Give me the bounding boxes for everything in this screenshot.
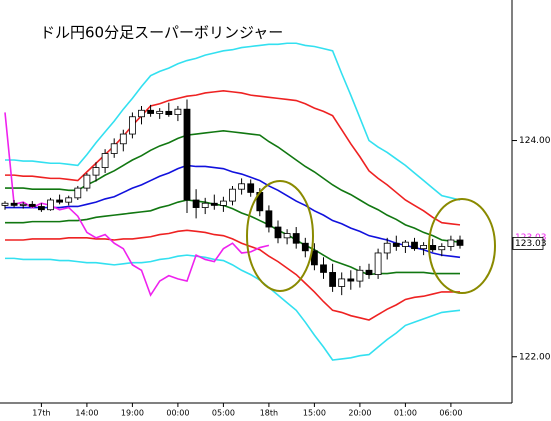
candle-body (438, 246, 446, 251)
candle-body (147, 109, 155, 114)
candle-body (265, 210, 273, 228)
candle-body (347, 278, 355, 282)
band-line (5, 42, 461, 201)
candle-body (47, 199, 54, 211)
x-tick-label: 18th (260, 409, 278, 418)
candle-body (110, 143, 118, 154)
candle-body (128, 116, 136, 135)
candle-body (56, 199, 63, 203)
band-line (5, 254, 461, 361)
candle-body (356, 269, 364, 282)
candle-body (156, 110, 164, 114)
candle-body (247, 183, 255, 193)
candle-body (92, 167, 100, 176)
candle-body (365, 269, 373, 275)
candle-body (28, 203, 36, 207)
candle-body (165, 110, 173, 115)
candle-body (101, 153, 109, 168)
x-tick-label: 00:00 (166, 409, 189, 418)
candle-body (192, 199, 200, 208)
candle-body (420, 245, 428, 250)
candle-body (283, 233, 291, 239)
x-tick-label: 15:00 (303, 409, 326, 418)
y-tick-label: 124.00 (519, 136, 551, 146)
x-tick-label: 19:00 (121, 409, 144, 418)
x-tick-label: 20:00 (348, 409, 371, 418)
candle-body (210, 202, 218, 206)
price-box (512, 237, 544, 250)
plot (1, 42, 464, 361)
candle-body (10, 202, 18, 206)
highlight-ellipse (246, 180, 314, 292)
candle-body (83, 174, 91, 189)
candle-body (74, 187, 82, 199)
x-tick-label: 14:00 (75, 409, 98, 418)
candle-body (238, 183, 246, 190)
candle-body (411, 241, 418, 250)
candle-body (329, 272, 337, 287)
candle-body (392, 242, 400, 247)
candle-body (174, 108, 182, 115)
candle-body (301, 242, 309, 252)
candle-body (229, 188, 236, 202)
y-tick-label: 122.00 (519, 352, 551, 362)
band-line (5, 90, 461, 226)
price-label: 123.03 (515, 239, 547, 249)
candle-body (292, 233, 300, 244)
candle-body (65, 197, 73, 203)
candle-body (201, 202, 209, 208)
x-tick-label: 17th (32, 409, 50, 418)
x-tick-label: 06:00 (439, 409, 462, 418)
candle-body (219, 200, 227, 206)
candle-body (274, 226, 282, 239)
candle-body (429, 245, 437, 251)
candle-body (338, 278, 346, 287)
candle-body (320, 264, 327, 273)
candle-body (38, 206, 45, 211)
candle-body (183, 108, 191, 201)
candle-body (138, 109, 145, 118)
candle-body (1, 202, 9, 206)
x-tick-label: 05:00 (212, 409, 235, 418)
candle-body (456, 239, 464, 246)
candle-body (383, 242, 391, 254)
band-line (5, 229, 460, 321)
candle-body (447, 239, 455, 247)
candle-body (374, 252, 382, 275)
candle-body (19, 203, 27, 206)
band-line (5, 164, 461, 259)
candle-body (119, 133, 127, 145)
x-tick-label: 01:00 (394, 409, 417, 418)
highlight-ellipse (428, 198, 496, 294)
chart-title: ドル円60分足スーパーボリンジャー (40, 24, 283, 42)
candle-body (401, 241, 409, 247)
